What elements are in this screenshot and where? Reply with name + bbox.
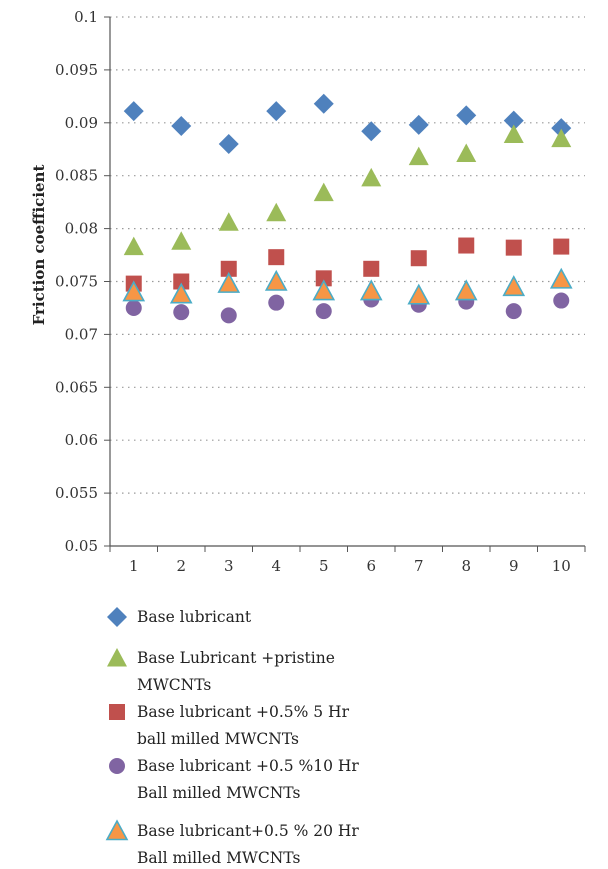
data-point bbox=[266, 101, 287, 122]
series-base-lubricant-0-5-5-hr-ball-milled-mwcnts bbox=[125, 237, 570, 292]
x-tick-label: 5 bbox=[319, 557, 329, 575]
legend-label: ball milled MWCNTs bbox=[137, 730, 299, 748]
data-point bbox=[173, 273, 190, 290]
data-point bbox=[361, 167, 382, 187]
data-point bbox=[125, 299, 142, 316]
legend-entry: Base lubricant bbox=[107, 607, 252, 627]
data-point bbox=[268, 249, 285, 266]
data-point bbox=[551, 128, 572, 148]
data-point bbox=[502, 275, 526, 297]
data-point bbox=[551, 118, 572, 139]
y-tick-label: 0.1 bbox=[74, 8, 98, 26]
legend-label: Base lubricant+0.5 % 20 Hr bbox=[137, 822, 359, 840]
data-point bbox=[266, 202, 287, 222]
data-point bbox=[218, 133, 239, 154]
data-point bbox=[217, 271, 241, 293]
x-tick-label: 1 bbox=[129, 557, 139, 575]
data-point bbox=[169, 282, 193, 304]
series-base-lubricant-pristine-mwcnts bbox=[123, 124, 572, 256]
y-tick-label: 0.09 bbox=[65, 114, 98, 132]
legend-entry: Base lubricant +0.5% 5 Hr ball milled MWC… bbox=[109, 703, 350, 748]
legend-label: Ball milled MWCNTs bbox=[137, 784, 300, 802]
data-point bbox=[315, 270, 332, 287]
legend-marker bbox=[105, 819, 129, 841]
data-point bbox=[407, 283, 431, 305]
y-tick-label: 0.095 bbox=[55, 61, 98, 79]
data-point bbox=[313, 182, 334, 202]
legend-entry: Base lubricant +0.5 %10 Hr Ball milled MW… bbox=[109, 757, 359, 802]
y-tick-label: 0.06 bbox=[65, 431, 98, 449]
legend: Base lubricant Base Lubricant +pristine MW… bbox=[105, 607, 359, 867]
y-tick-label: 0.085 bbox=[55, 167, 98, 185]
legend-marker bbox=[109, 704, 125, 720]
legend-label: Ball milled MWCNTs bbox=[137, 849, 300, 867]
legend-marker bbox=[107, 607, 127, 627]
data-point bbox=[123, 236, 144, 256]
x-tick-label: 7 bbox=[414, 557, 424, 575]
x-tick-label: 3 bbox=[224, 557, 234, 575]
legend-entry: Base Lubricant +pristine MWCNTs bbox=[107, 648, 335, 694]
data-point bbox=[505, 303, 522, 320]
data-point bbox=[359, 279, 383, 301]
data-point bbox=[173, 304, 190, 321]
legend-label: Base lubricant bbox=[137, 608, 252, 626]
y-tick-label: 0.065 bbox=[55, 378, 98, 396]
data-point bbox=[410, 250, 427, 267]
legend-label: Base lubricant +0.5 %10 Hr bbox=[137, 757, 359, 775]
data-point bbox=[220, 260, 237, 277]
data-point bbox=[218, 212, 239, 231]
data-point bbox=[220, 307, 237, 324]
x-tick-label: 6 bbox=[366, 557, 376, 575]
data-point bbox=[361, 121, 382, 142]
data-point bbox=[123, 101, 144, 122]
data-point bbox=[454, 279, 478, 301]
data-point bbox=[315, 303, 332, 320]
y-tick-label: 0.07 bbox=[65, 325, 98, 343]
data-point bbox=[264, 269, 288, 291]
y-tick-label: 0.055 bbox=[55, 484, 98, 502]
y-tick-label: 0.075 bbox=[55, 273, 98, 291]
y-tick-label: 0.05 bbox=[65, 537, 98, 555]
legend-entry: Base lubricant+0.5 % 20 Hr Ball milled MW… bbox=[105, 819, 359, 867]
data-point bbox=[408, 146, 429, 166]
y-tick-label: 0.08 bbox=[65, 220, 98, 238]
x-tick-label: 4 bbox=[271, 557, 281, 575]
legend-label: Base lubricant +0.5% 5 Hr bbox=[137, 703, 350, 721]
series-base-lubricant-0-5-20-hr-ball-milled-mwcnts bbox=[122, 267, 573, 305]
data-point bbox=[503, 110, 524, 131]
legend-marker bbox=[107, 648, 127, 667]
data-point bbox=[456, 143, 477, 162]
axes bbox=[104, 16, 586, 552]
data-point bbox=[363, 260, 380, 277]
series-base-lubricant bbox=[123, 93, 572, 154]
legend-marker bbox=[109, 758, 125, 774]
data-point bbox=[458, 237, 475, 254]
series-base-lubricant-0-5-10-hr-ball-milled-mwcnts bbox=[125, 291, 570, 324]
data-point bbox=[549, 267, 573, 289]
data-point bbox=[171, 231, 192, 250]
data-point bbox=[312, 279, 336, 301]
x-tick-labels: 1 2 3 4 5 6 7 8 9 10 bbox=[129, 557, 571, 575]
data-point bbox=[313, 93, 334, 114]
data-point bbox=[408, 114, 429, 135]
data-point bbox=[456, 105, 477, 126]
data-point bbox=[553, 238, 570, 255]
legend-label: Base Lubricant +pristine bbox=[137, 649, 335, 667]
x-tick-label: 2 bbox=[176, 557, 186, 575]
legend-label: MWCNTs bbox=[137, 676, 211, 694]
y-axis-label: Friction coefficient bbox=[30, 165, 48, 326]
x-tick-label: 8 bbox=[461, 557, 471, 575]
x-tick-label: 10 bbox=[552, 557, 571, 575]
data-point bbox=[268, 294, 285, 311]
data-points bbox=[122, 93, 573, 324]
data-point bbox=[553, 292, 570, 309]
data-point bbox=[503, 124, 524, 143]
data-point bbox=[122, 280, 146, 302]
x-tick-label: 9 bbox=[509, 557, 519, 575]
data-point bbox=[505, 239, 522, 256]
y-tick-labels: 0.05 0.055 0.06 0.065 0.07 0.075 0.08 0.085 0.09… bbox=[55, 8, 98, 555]
data-point bbox=[171, 115, 192, 136]
